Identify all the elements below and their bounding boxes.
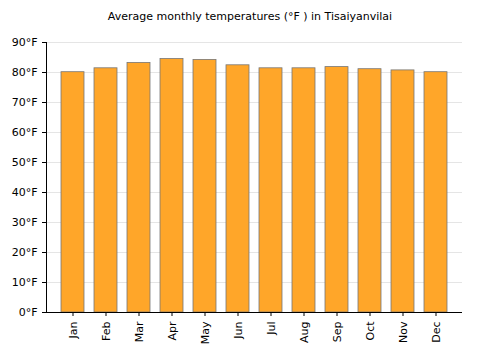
svg-text:90°F: 90°F: [12, 36, 38, 49]
svg-text:May: May: [199, 321, 212, 344]
html-text:Average monthly temperatures (: Average monthly temperatures (°F ) in Ti…: [107, 10, 393, 23]
svg-text:Nov: Nov: [397, 321, 410, 343]
svg-text:Jan: Jan: [67, 321, 80, 339]
svg-text:10°F: 10°F: [12, 276, 38, 289]
svg-text:Oct: Oct: [364, 321, 377, 341]
svg-text:Jun: Jun: [232, 321, 245, 339]
svg-text:80°F: 80°F: [12, 66, 38, 79]
svg-text:20°F: 20°F: [12, 246, 38, 259]
svg-text:0°F: 0°F: [19, 306, 38, 319]
svg-text:40°F: 40°F: [12, 186, 38, 199]
svg-text:Jul: Jul: [265, 322, 278, 336]
svg-text:Apr: Apr: [166, 321, 179, 341]
svg-text:Feb: Feb: [100, 321, 113, 340]
svg-text:60°F: 60°F: [12, 126, 38, 139]
svg-text:Sep: Sep: [331, 321, 344, 342]
svg-text:Aug: Aug: [298, 322, 311, 343]
svg-text:Mar: Mar: [133, 321, 146, 342]
svg-text:70°F: 70°F: [12, 96, 38, 109]
svg-text:Dec: Dec: [430, 322, 443, 343]
svg-text:30°F: 30°F: [12, 216, 38, 229]
svg-text:50°F: 50°F: [12, 156, 38, 169]
